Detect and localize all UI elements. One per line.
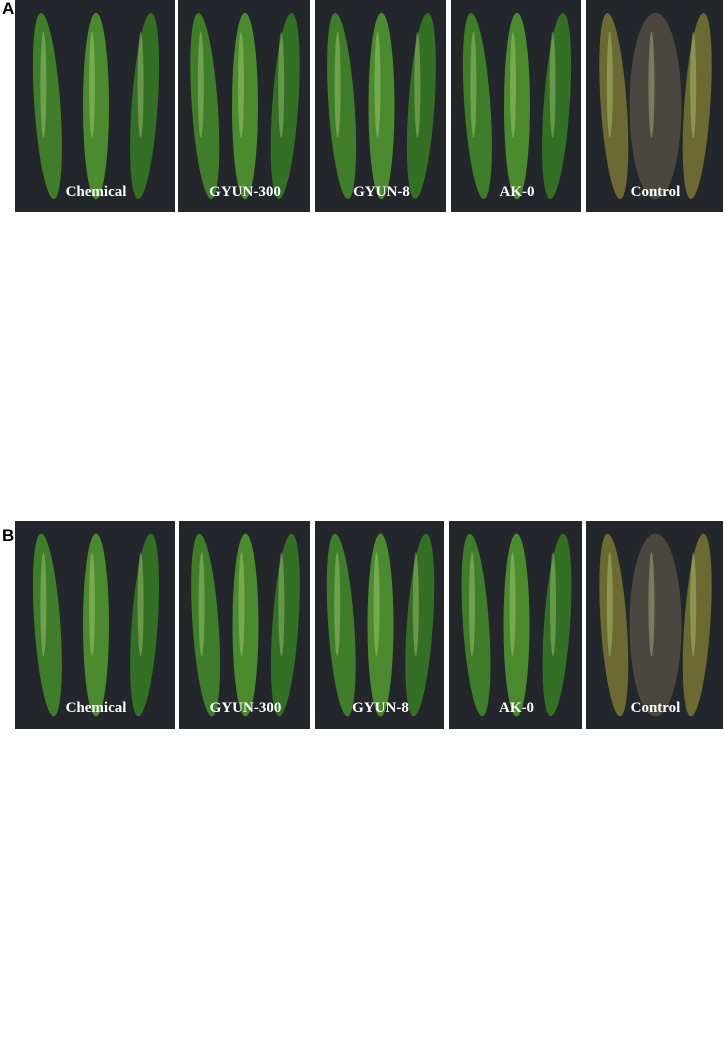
- pepper-highlight: [334, 31, 341, 138]
- pepper: [326, 533, 356, 717]
- photo: [15, 521, 175, 729]
- photo: [179, 521, 310, 729]
- pepper-highlight: [412, 552, 419, 657]
- pepper-highlight: [278, 552, 285, 657]
- pepper: [462, 12, 492, 200]
- photo-caption: Control: [631, 700, 681, 716]
- photo: [315, 0, 446, 212]
- pepper-highlight: [198, 552, 205, 657]
- pepper: [461, 533, 491, 717]
- photo-caption: GYUN-8: [353, 184, 410, 200]
- photo-caption: GYUN-300: [210, 700, 282, 716]
- photo-caption: GYUN-300: [209, 184, 281, 200]
- panel-label: A: [2, 0, 14, 18]
- pepper: [405, 533, 435, 717]
- photo: [315, 521, 444, 729]
- photo-caption: Chemical: [66, 184, 127, 200]
- pepper-highlight: [690, 552, 697, 657]
- pepper: [32, 533, 62, 717]
- photo: [451, 0, 581, 212]
- pepper: [83, 12, 109, 200]
- pepper: [542, 533, 572, 717]
- pepper: [232, 533, 259, 717]
- photo-caption: AK-0: [500, 184, 535, 200]
- pepper-highlight: [197, 31, 204, 138]
- pepper-highlight: [374, 31, 381, 138]
- pepper: [232, 12, 258, 200]
- pepper-highlight: [550, 552, 556, 657]
- pepper-highlight: [89, 552, 95, 657]
- pepper-highlight: [606, 552, 613, 657]
- panel-label: B: [2, 526, 14, 545]
- pepper-highlight: [89, 31, 95, 138]
- pepper-highlight: [414, 31, 421, 138]
- pepper: [629, 12, 682, 200]
- pepper-highlight: [137, 552, 144, 657]
- pepper: [190, 12, 220, 200]
- pepper: [599, 533, 629, 717]
- pepper: [130, 12, 160, 200]
- photo: [15, 0, 175, 212]
- pepper-highlight: [470, 31, 477, 138]
- pepper-highlight: [648, 552, 655, 657]
- pepper: [682, 12, 712, 200]
- photo-caption: Control: [631, 184, 681, 200]
- pepper-highlight: [690, 31, 697, 138]
- pepper: [367, 533, 394, 717]
- photo: [586, 521, 723, 729]
- pepper: [542, 12, 572, 200]
- photo: [586, 0, 723, 212]
- pepper-highlight: [334, 552, 341, 657]
- pepper-highlight: [509, 552, 516, 657]
- pepper-highlight: [137, 31, 144, 138]
- pepper: [629, 533, 682, 717]
- photo-caption: AK-0: [499, 700, 534, 716]
- pepper: [599, 12, 629, 200]
- pepper-highlight: [648, 31, 655, 138]
- pepper: [327, 12, 357, 200]
- pepper-highlight: [469, 552, 475, 657]
- pepper: [83, 533, 109, 717]
- photo: [449, 521, 582, 729]
- pepper: [503, 533, 530, 717]
- photo-caption: GYUN-8: [352, 700, 409, 716]
- pepper-highlight: [238, 31, 244, 138]
- photo-caption: Chemical: [66, 700, 127, 716]
- pepper-highlight: [373, 552, 380, 657]
- photo: [178, 0, 310, 212]
- pepper: [270, 12, 300, 200]
- pepper: [130, 533, 160, 717]
- pepper-highlight: [510, 31, 516, 138]
- pepper-highlight: [606, 31, 613, 138]
- pepper-highlight: [278, 31, 285, 138]
- pepper: [270, 533, 300, 717]
- pepper-highlight: [238, 552, 245, 657]
- pepper: [191, 533, 221, 717]
- pepper: [368, 12, 395, 200]
- pepper: [682, 533, 712, 717]
- pepper-highlight: [40, 31, 47, 138]
- pepper: [406, 12, 436, 200]
- pepper-highlight: [549, 31, 556, 138]
- pepper-highlight: [40, 552, 47, 657]
- pepper: [32, 12, 62, 200]
- pepper: [504, 12, 530, 200]
